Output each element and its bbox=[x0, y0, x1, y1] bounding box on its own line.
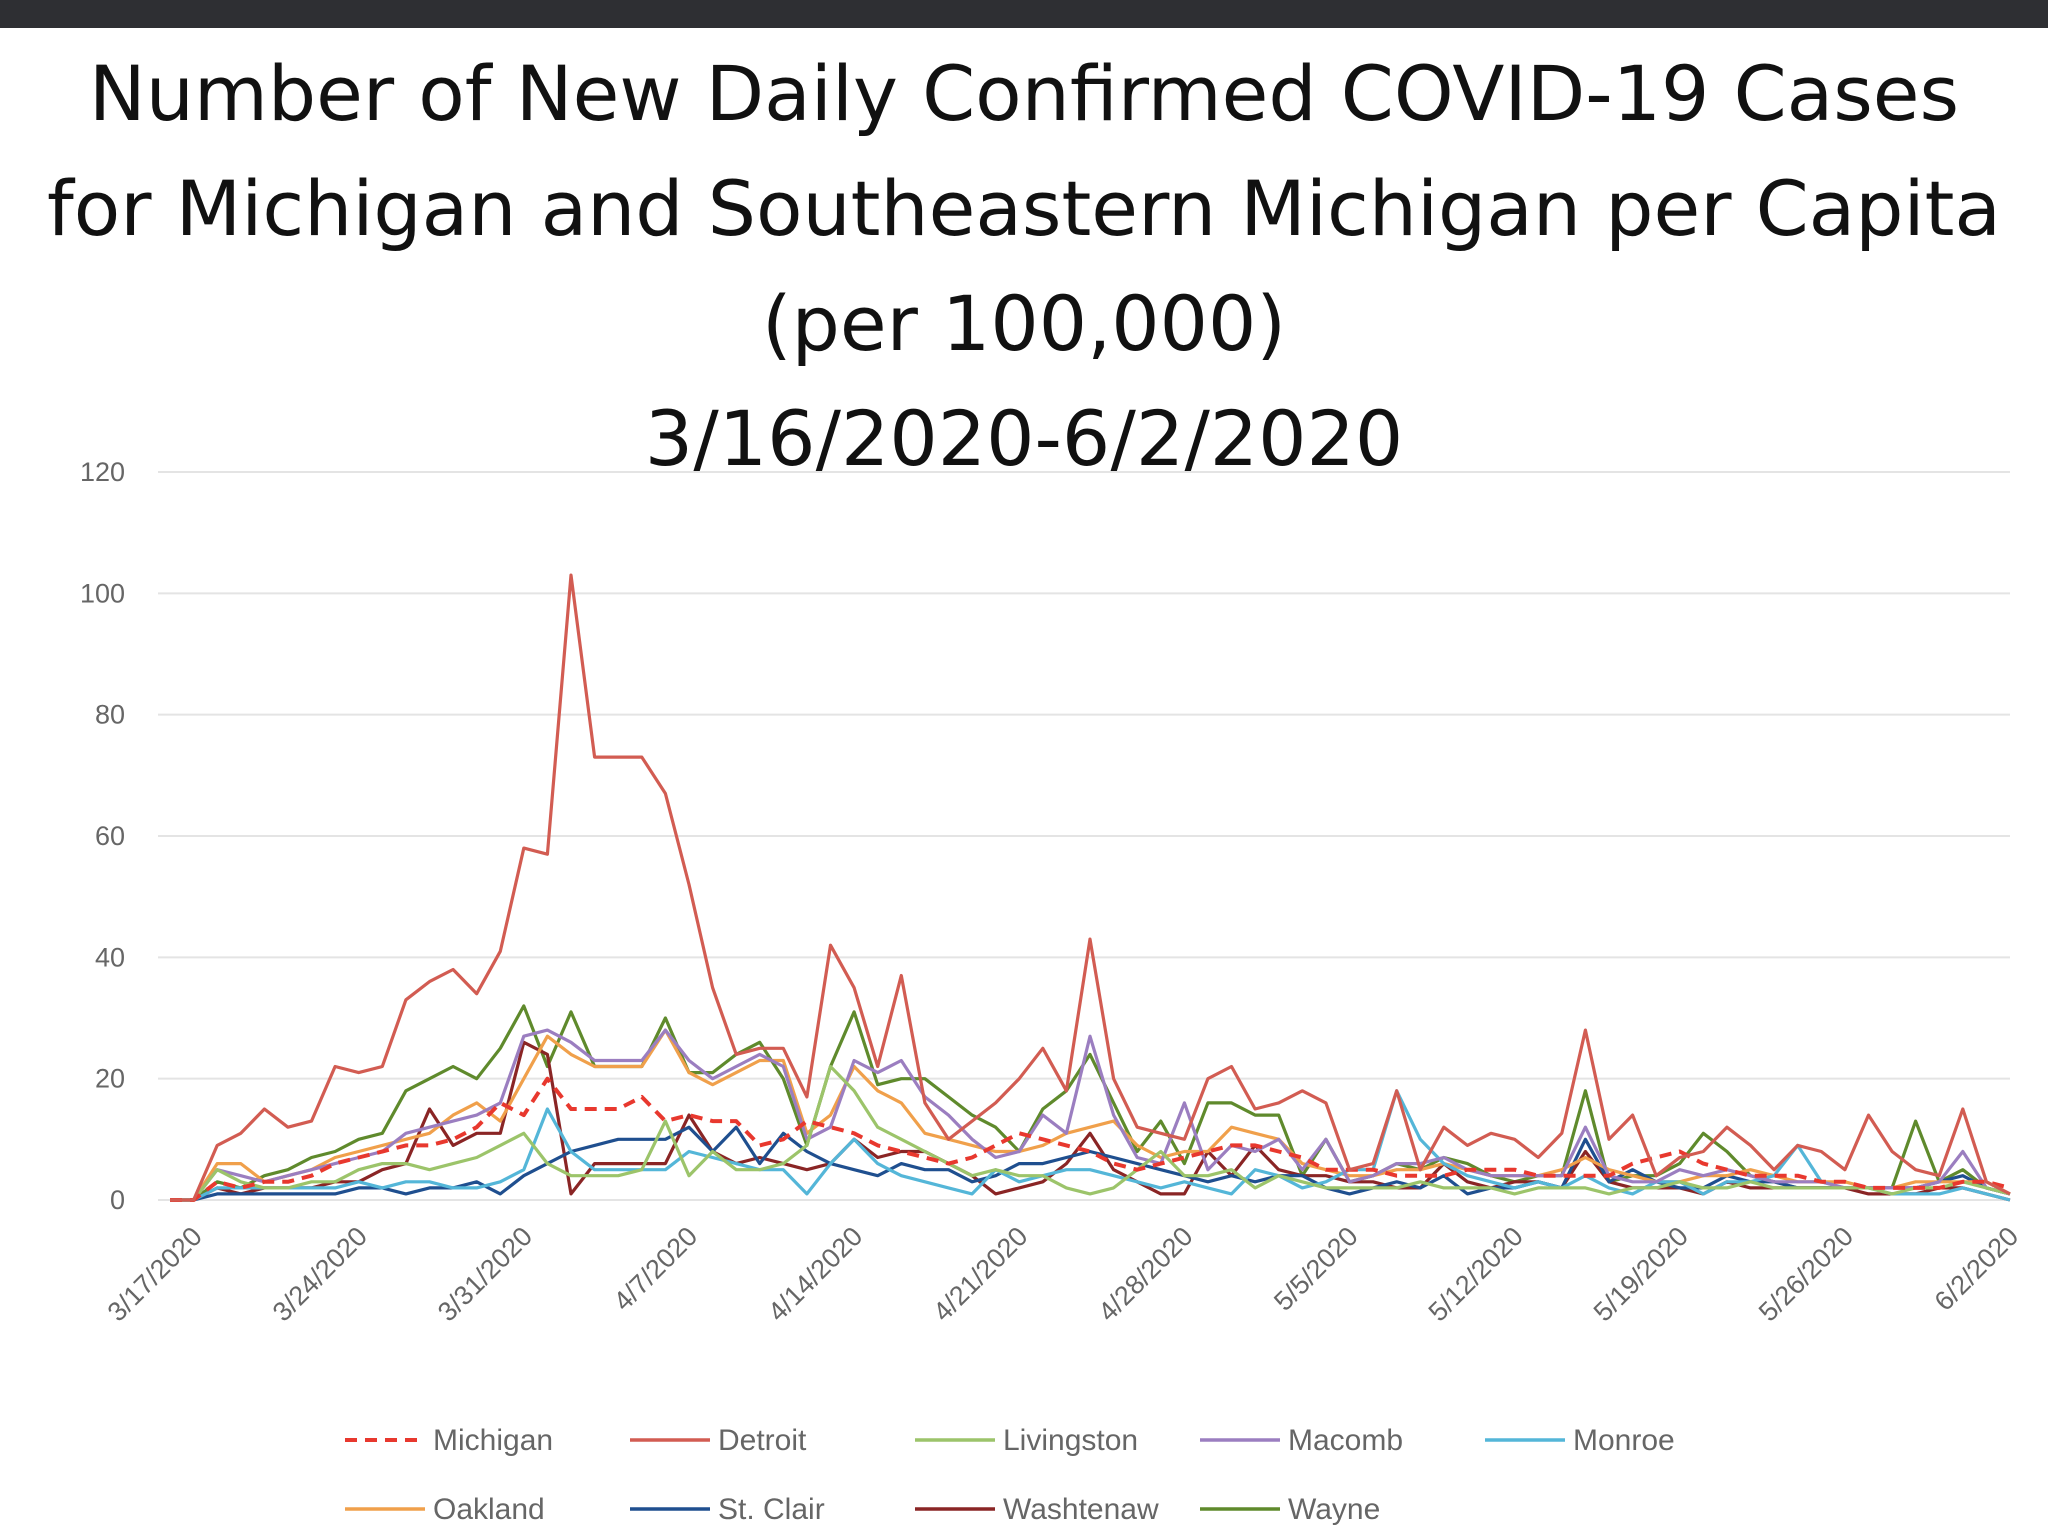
x-tick-label: 4/14/2020 bbox=[762, 1221, 868, 1327]
x-tick-label: 5/19/2020 bbox=[1588, 1221, 1694, 1327]
y-tick-label: 100 bbox=[80, 578, 125, 608]
x-tick-label: 3/24/2020 bbox=[267, 1221, 373, 1327]
y-tick-label: 20 bbox=[95, 1064, 125, 1094]
legend-item-livingston: Livingston bbox=[915, 1424, 1138, 1457]
y-tick-label: 40 bbox=[95, 942, 125, 972]
y-tick-label: 120 bbox=[80, 457, 125, 487]
legend-label: Michigan bbox=[433, 1424, 553, 1457]
chart-title: Number of New Daily Confirmed COVID-19 C… bbox=[0, 36, 2048, 496]
series-line-michigan bbox=[170, 1076, 2011, 1202]
legend-item-detroit: Detroit bbox=[630, 1424, 807, 1457]
series-line-wayne bbox=[170, 1004, 2011, 1202]
legend-label: Oakland bbox=[433, 1493, 545, 1526]
x-tick-label: 4/7/2020 bbox=[608, 1221, 704, 1317]
y-tick-label: 60 bbox=[95, 821, 125, 851]
y-tick-label: 80 bbox=[95, 700, 125, 730]
gridlines bbox=[158, 471, 2010, 1201]
chart-title-line-1: Number of New Daily Confirmed COVID-19 C… bbox=[88, 49, 1960, 138]
series-line-livingston bbox=[170, 1064, 2011, 1202]
series-lines bbox=[170, 573, 2011, 1202]
series-line-detroit bbox=[170, 573, 2011, 1202]
legend-item-monroe: Monroe bbox=[1485, 1424, 1675, 1457]
legend-item-macomb: Macomb bbox=[1200, 1424, 1403, 1457]
x-tick-label: 5/26/2020 bbox=[1753, 1221, 1859, 1327]
chart-title-line-3: (per 100,000) bbox=[762, 279, 1286, 368]
chart-title-line-2: for Michigan and Southeastern Michigan p… bbox=[47, 164, 2001, 253]
legend-item-washtenaw: Washtenaw bbox=[915, 1493, 1159, 1526]
series-line-st-clair bbox=[170, 1125, 2011, 1202]
legend-item-michigan: Michigan bbox=[345, 1424, 553, 1457]
legend-label: Monroe bbox=[1573, 1424, 1675, 1457]
legend-label: St. Clair bbox=[718, 1493, 825, 1526]
legend: Michigan Detroit Livingston Macomb Monroe Oak… bbox=[345, 1424, 1675, 1526]
y-tick-label: 0 bbox=[110, 1185, 125, 1215]
legend-label: Livingston bbox=[1003, 1424, 1138, 1457]
x-tick-label: 6/2/2020 bbox=[1929, 1221, 2025, 1317]
legend-label: Detroit bbox=[718, 1424, 807, 1457]
legend-label: Washtenaw bbox=[1003, 1493, 1159, 1526]
legend-item-oakland: Oakland bbox=[345, 1493, 545, 1526]
x-tick-label: 4/21/2020 bbox=[927, 1221, 1033, 1327]
x-tick-label: 3/31/2020 bbox=[432, 1221, 538, 1327]
top-bar bbox=[0, 0, 2048, 28]
x-tick-label: 3/17/2020 bbox=[102, 1221, 208, 1327]
y-axis-ticks: 0 20 40 60 80 100 120 bbox=[80, 457, 125, 1215]
x-tick-label: 4/28/2020 bbox=[1092, 1221, 1198, 1327]
series-line-macomb bbox=[170, 1028, 2011, 1202]
legend-item-st-clair: St. Clair bbox=[630, 1493, 825, 1526]
legend-item-wayne: Wayne bbox=[1200, 1493, 1380, 1526]
series-line-monroe bbox=[170, 1089, 2011, 1202]
x-tick-label: 5/12/2020 bbox=[1423, 1221, 1529, 1327]
x-tick-label: 5/5/2020 bbox=[1268, 1221, 1364, 1317]
x-axis-ticks: 3/17/2020 3/24/2020 3/31/2020 4/7/2020 4/14/… bbox=[102, 1221, 2025, 1327]
legend-label: Wayne bbox=[1288, 1493, 1380, 1526]
legend-label: Macomb bbox=[1288, 1424, 1403, 1457]
chart-title-line-4: 3/16/2020-6/2/2020 bbox=[644, 394, 1404, 483]
